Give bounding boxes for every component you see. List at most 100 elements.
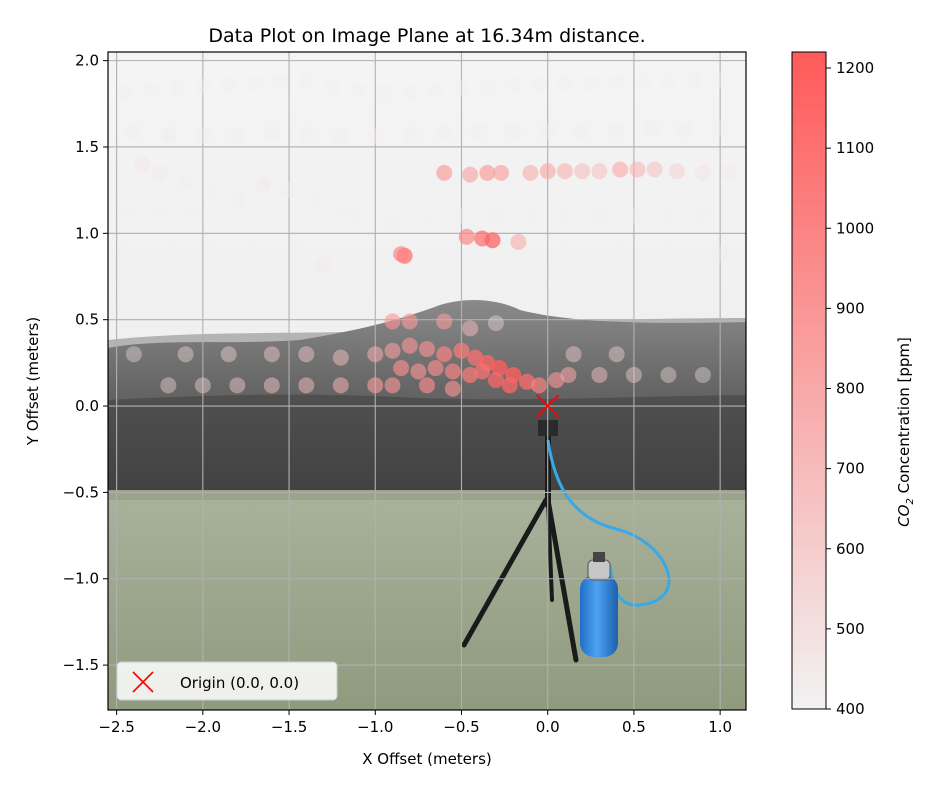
data-point xyxy=(436,313,453,330)
data-point xyxy=(298,377,315,394)
data-point xyxy=(332,377,349,394)
data-point xyxy=(427,360,444,377)
y-tick-label: 0.0 xyxy=(75,397,99,415)
data-point xyxy=(510,233,527,250)
data-point xyxy=(539,163,556,180)
x-tick-label: 0.0 xyxy=(536,718,560,736)
data-point xyxy=(444,363,461,380)
colorbar-tick-label: 500 xyxy=(836,620,865,638)
data-point xyxy=(634,73,651,90)
data-point xyxy=(298,126,315,143)
data-point xyxy=(560,366,577,383)
data-point xyxy=(384,313,401,330)
data-point xyxy=(427,81,444,98)
colorbar-tick-label: 700 xyxy=(836,460,865,478)
data-point xyxy=(694,366,711,383)
data-point xyxy=(591,208,608,225)
data-point xyxy=(263,346,280,363)
data-point xyxy=(694,206,711,223)
data-point xyxy=(220,76,237,93)
origin-x-stroke xyxy=(536,394,560,418)
origin-marker xyxy=(536,394,560,418)
colorbar-tick-label: 1200 xyxy=(836,59,874,77)
y-tick-label: 2.0 xyxy=(75,52,99,70)
y-tick-label: 1.5 xyxy=(75,138,99,156)
x-axis-ticks: −2.5 −2.0 −1.5 −1.0 −0.5 0.0 0.5 1.0 xyxy=(98,710,732,736)
colorbar-ticks: 400 500 600 700 800 900 1000 1100 1200 xyxy=(826,59,874,718)
data-point xyxy=(384,377,401,394)
y-tick-label: −0.5 xyxy=(63,483,99,501)
data-point xyxy=(246,246,263,263)
data-point xyxy=(367,377,384,394)
data-point xyxy=(565,346,582,363)
hose-image xyxy=(546,439,671,607)
y-tick-label: 1.0 xyxy=(75,224,99,242)
data-point xyxy=(375,277,392,294)
data-point xyxy=(720,164,737,181)
data-point xyxy=(462,320,479,337)
grid-lines xyxy=(108,52,746,710)
data-point xyxy=(393,246,410,263)
data-point xyxy=(332,349,349,366)
plot-frame xyxy=(107,51,747,711)
data-point xyxy=(491,360,508,377)
scatter-series xyxy=(117,71,737,397)
data-point xyxy=(298,346,315,363)
data-point xyxy=(229,190,246,207)
data-point xyxy=(453,342,470,359)
data-point xyxy=(582,277,599,294)
data-point xyxy=(629,161,646,178)
data-point xyxy=(401,313,418,330)
colorbar-label-suffix: Concentration [ppm] xyxy=(895,337,913,498)
data-point xyxy=(306,190,323,207)
data-point xyxy=(612,161,629,178)
x-tick-label: −1.5 xyxy=(271,718,307,736)
data-point xyxy=(694,164,711,181)
data-point xyxy=(350,208,367,225)
background-photo xyxy=(108,52,746,710)
data-point xyxy=(194,377,211,394)
data-point xyxy=(591,366,608,383)
y-tick-label: −1.0 xyxy=(63,570,99,588)
data-point xyxy=(591,163,608,180)
data-point xyxy=(505,76,522,93)
data-point xyxy=(203,246,220,263)
data-point xyxy=(427,277,444,294)
data-point xyxy=(625,366,642,383)
data-point xyxy=(660,206,677,223)
data-point xyxy=(332,128,349,145)
data-point xyxy=(186,204,203,221)
data-point xyxy=(669,163,686,180)
x-tick-label: −2.5 xyxy=(98,718,134,736)
data-point xyxy=(272,73,289,90)
data-point xyxy=(203,182,220,199)
data-point xyxy=(493,164,510,181)
data-point xyxy=(453,208,470,225)
data-point xyxy=(484,232,501,249)
x-tick-label: 1.0 xyxy=(708,718,732,736)
data-point xyxy=(134,156,151,173)
data-point xyxy=(194,78,211,95)
data-point xyxy=(246,75,263,92)
x-tick-label: 0.5 xyxy=(622,718,646,736)
data-point xyxy=(444,380,461,397)
colorbar-tick-label: 600 xyxy=(836,540,865,558)
colorbar-tick-label: 800 xyxy=(836,380,865,398)
data-point xyxy=(686,277,703,294)
data-point xyxy=(531,277,548,294)
data-point xyxy=(263,125,280,142)
data-point xyxy=(608,73,625,90)
data-point xyxy=(272,277,289,294)
data-point xyxy=(462,166,479,183)
data-point xyxy=(556,163,573,180)
legend-entry-label: Origin (0.0, 0.0) xyxy=(180,674,299,692)
data-point xyxy=(436,346,453,363)
data-point xyxy=(436,125,453,142)
data-point xyxy=(474,363,491,380)
data-point xyxy=(117,246,134,263)
x-tick-label: −2.0 xyxy=(185,718,221,736)
y-tick-label: −1.5 xyxy=(63,656,99,674)
data-point xyxy=(548,372,565,389)
colorbar-tick-label: 1100 xyxy=(836,139,874,157)
data-point xyxy=(531,377,548,394)
